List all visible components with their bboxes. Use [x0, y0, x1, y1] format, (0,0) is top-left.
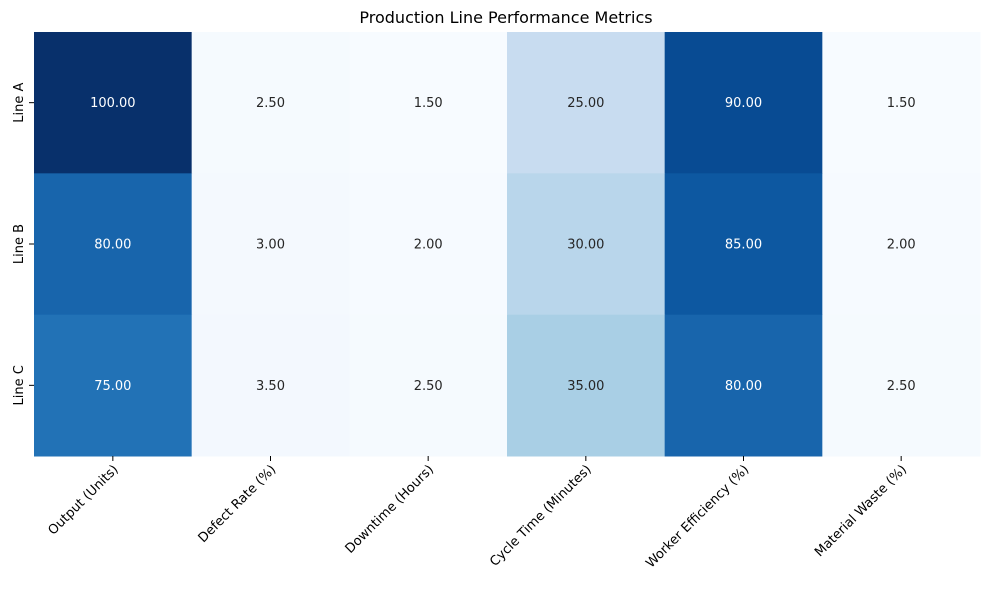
y-tick-label: Line A [12, 83, 27, 123]
heatmap-cell [507, 314, 666, 457]
x-tick-label: Worker Efficiency (%) [643, 462, 752, 571]
cell-value-label: 3.00 [256, 238, 285, 253]
heatmap-cell [34, 314, 193, 457]
cell-value-labels: 100.00 2.50 1.50 25.00 90.00 1.50 80.00 3.00 2.0… [90, 96, 916, 394]
heatmap-cell [664, 32, 823, 174]
heatmap-cell [34, 173, 193, 316]
cell-value-label: 100.00 [90, 96, 136, 111]
heatmap-cell [507, 32, 666, 174]
heatmap-cell [191, 314, 350, 457]
heatmap-cell [349, 314, 508, 457]
cell-value-label: 1.50 [414, 96, 443, 111]
chart-title: Production Line Performance Metrics [359, 8, 652, 27]
heatmap-cell [664, 173, 823, 316]
cell-value-label: 2.00 [414, 238, 443, 253]
cell-value-label: 30.00 [567, 238, 604, 253]
heatmap-cell [191, 173, 350, 316]
cell-value-label: 90.00 [725, 96, 762, 111]
cell-value-label: 3.50 [256, 379, 285, 394]
heatmap-cell [822, 314, 981, 457]
heatmap-cell [664, 314, 823, 457]
x-tick-label: Defect Rate (%) [196, 462, 280, 546]
cell-value-label: 85.00 [725, 238, 762, 253]
cell-value-label: 80.00 [94, 238, 131, 253]
heatmap-cell [34, 32, 193, 174]
heatmap-cell [507, 173, 666, 316]
x-axis: Output (Units) Defect Rate (%) Downtime (H… [46, 456, 910, 571]
x-tick-label: Material Waste (%) [812, 462, 910, 560]
cell-value-label: 25.00 [567, 96, 604, 111]
y-tick-label: Line C [12, 365, 27, 405]
y-axis: Line A Line B Line C [12, 83, 34, 405]
cell-value-label: 2.50 [887, 379, 916, 394]
cell-value-label: 75.00 [94, 379, 131, 394]
cell-value-label: 1.50 [887, 96, 916, 111]
cell-value-label: 2.50 [256, 96, 285, 111]
x-tick-label: Cycle Time (Minutes) [487, 462, 594, 569]
x-tick-label: Downtime (Hours) [343, 462, 437, 556]
heatmap-cell [349, 173, 508, 316]
cell-value-label: 2.50 [414, 379, 443, 394]
cell-value-label: 2.00 [887, 238, 916, 253]
heatmap-cells [34, 32, 981, 457]
heatmap-cell [191, 32, 350, 174]
heatmap-cell [822, 173, 981, 316]
x-tick-label: Output (Units) [46, 462, 122, 538]
y-tick-label: Line B [12, 224, 27, 264]
heatmap-cell [822, 32, 981, 174]
heatmap-cell [349, 32, 508, 174]
cell-value-label: 80.00 [725, 379, 762, 394]
cell-value-label: 35.00 [567, 379, 604, 394]
